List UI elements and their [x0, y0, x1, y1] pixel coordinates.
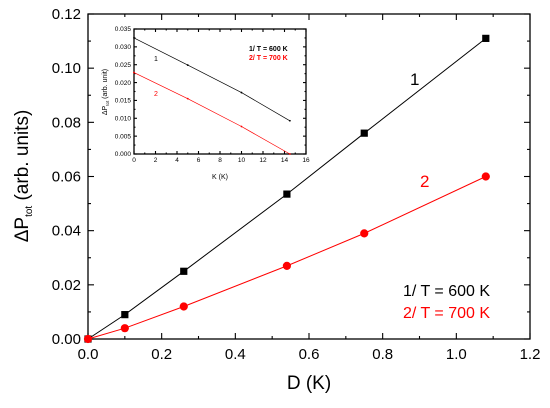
inset-y-tick-label-7: 0.035	[115, 26, 132, 33]
inset-x-tick-label-7: 14	[281, 157, 289, 164]
inset-series-1-point-1	[186, 64, 189, 66]
main-y-tick-label-4: 0.08	[52, 114, 81, 131]
x-axis-label: D (K)	[287, 373, 331, 394]
main-x-tick-label-1: 0.2	[151, 346, 172, 363]
inset-axis-ticks: 0 2 4 6 8 10 12 14 160.0000.0050.0100.0150.0200.…	[115, 26, 310, 164]
inset-series-2-line	[133, 72, 291, 155]
main-series-2-point-0	[83, 334, 93, 344]
inset-legend-entry-1: 1/ T = 600 K	[249, 46, 288, 53]
main-series-2-point-5	[481, 172, 490, 181]
inset-y-axis-label-sub: tot	[105, 100, 110, 106]
y-axis-label-main: ΔP	[12, 217, 33, 242]
main-y-tick-label-0: 0.00	[52, 331, 81, 348]
inset-y-tick-label-4: 0.020	[115, 80, 132, 87]
inset-y-axis-label-main: ΔP	[102, 105, 109, 115]
inset-series-2-point-1	[186, 97, 189, 100]
inset-x-tick-label-8: 16	[302, 157, 310, 164]
y-axis-label-sub: tot	[24, 206, 35, 217]
inset-series-2-point-2	[240, 125, 243, 128]
inset-y-axis-label: ΔPtot (arb. unit)	[102, 69, 110, 115]
inset-x-tick-label-5: 10	[238, 157, 246, 164]
main-series-1-point-2	[180, 267, 188, 275]
main-series-group	[83, 34, 490, 344]
main-series-1-point-5	[482, 34, 490, 42]
main-y-tick-label-5: 0.10	[52, 60, 81, 77]
curve-label-1: 1	[410, 70, 419, 89]
inset-series-2-point-0	[133, 71, 135, 74]
main-x-tick-label-3: 0.6	[299, 346, 320, 363]
inset-legend-entry-2: 2/ T = 700 K	[249, 55, 288, 62]
main-x-tick-label-6: 1.2	[520, 346, 541, 363]
y-axis-label-suffix: (arb. units)	[12, 110, 33, 206]
main-series-2-point-1	[120, 324, 129, 333]
inset-plot: 0 2 4 6 8 10 12 14 160.0000.0050.0100.0150.0200.…	[102, 26, 310, 181]
main-x-tick-label-0: 0.0	[78, 346, 99, 363]
inset-series-1-point-3	[288, 119, 291, 122]
main-series-2-point-3	[282, 261, 291, 270]
inset-curve-label-2: 2	[154, 91, 158, 98]
y-axis-label: ΔPtot (arb. units)	[12, 110, 35, 243]
inset-x-tick-label-4: 8	[218, 157, 222, 164]
inset-x-axis-label: K (K)	[212, 174, 228, 181]
main-series-2-point-4	[360, 229, 369, 238]
inset-curve-label-1: 1	[154, 56, 158, 63]
inset-series-group	[133, 37, 291, 155]
main-series-1-line	[87, 37, 487, 340]
inset-x-tick-label-1: 2	[154, 157, 158, 164]
main-y-tick-label-2: 0.04	[52, 223, 81, 240]
inset-x-tick-label-3: 6	[197, 157, 201, 164]
main-plot: 0.0 0.2 0.4 0.6 0.8 1.0 1.2 0.00 0.02 0.04 0.06 0.0…	[12, 6, 540, 394]
main-y-tick-label-1: 0.02	[52, 277, 81, 294]
main-series-1-point-1	[121, 311, 129, 319]
main-series-2-point-2	[179, 302, 188, 311]
inset-series-1-point-0	[133, 37, 135, 39]
inset-x-tick-label-6: 12	[259, 157, 267, 164]
main-axis-ticks: 0.0 0.2 0.4 0.6 0.8 1.0 1.2 0.00 0.02 0.04 0.06 0.0…	[52, 6, 541, 363]
main-series-1-point-4	[360, 129, 368, 137]
inset-y-axis-label-suffix: (arb. unit)	[102, 69, 109, 101]
main-series-2-line	[87, 176, 487, 340]
main-y-tick-label-6: 0.12	[52, 6, 81, 23]
inset-x-tick-label-2: 4	[175, 157, 179, 164]
inset-y-tick-label-3: 0.015	[115, 98, 132, 105]
inset-y-tick-label-2: 0.010	[115, 115, 132, 122]
main-series-1-point-3	[283, 190, 291, 198]
inset-y-tick-label-1: 0.005	[115, 133, 132, 140]
main-x-tick-label-4: 0.8	[372, 346, 393, 363]
inset-y-tick-label-0: 0.000	[115, 151, 132, 158]
curve-label-2: 2	[420, 172, 429, 191]
inset-y-tick-label-5: 0.025	[115, 62, 132, 69]
legend-entry-1: 1/ T = 600 K	[403, 283, 490, 300]
main-x-tick-label-5: 1.0	[446, 346, 467, 363]
inset-x-tick-label-0: 0	[132, 157, 136, 164]
inset-series-1-line	[133, 37, 291, 122]
inset-y-tick-label-6: 0.030	[115, 44, 132, 51]
inset-series-1-point-2	[240, 91, 243, 94]
inset-series-2-point-3	[288, 153, 291, 155]
main-x-tick-label-2: 0.4	[225, 346, 246, 363]
main-y-tick-label-3: 0.06	[52, 169, 81, 186]
legend-entry-2: 2/ T = 700 K	[403, 305, 490, 322]
